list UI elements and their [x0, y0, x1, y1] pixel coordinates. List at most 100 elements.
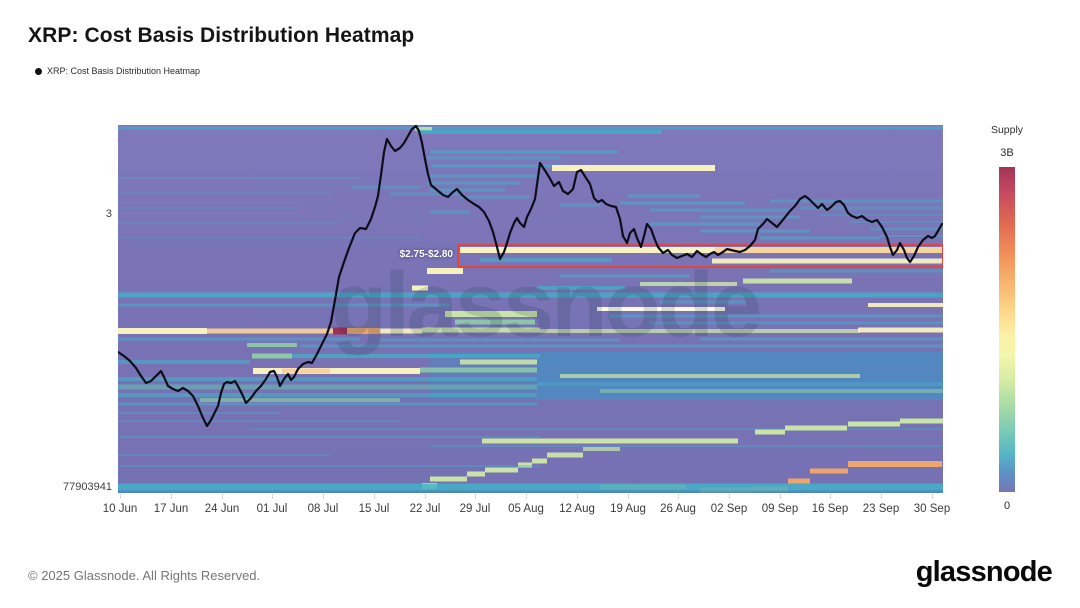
heatmap-band [118, 465, 540, 467]
colorbar-min-label: 0 [1003, 500, 1011, 512]
heatmap-band [250, 428, 943, 430]
heatmap-band [532, 458, 547, 464]
heatmap-band [422, 327, 540, 333]
heatmap-band [482, 438, 738, 444]
x-tick-mark [323, 494, 324, 499]
heatmap-band [118, 328, 207, 334]
heatmap-band [430, 352, 537, 400]
heatmap-band [850, 221, 943, 223]
heatmap-band [700, 229, 810, 233]
x-tick-mark [729, 494, 730, 499]
x-tick-label: 30 Sep [913, 503, 951, 515]
heatmap-band [455, 319, 535, 325]
heatmap-plot-canvas[interactable]: glassnode [118, 125, 943, 493]
heatmap-band [118, 436, 540, 438]
heatmap-band [743, 278, 852, 284]
heatmap-band [868, 303, 943, 307]
heatmap-band [430, 476, 467, 482]
x-tick-mark [932, 494, 933, 499]
heatmap-band [600, 389, 943, 393]
heatmap-band [518, 462, 532, 468]
heatmap-band [430, 150, 618, 154]
heatmap-band [118, 222, 340, 224]
heatmap-band [432, 164, 562, 168]
heatmap-band [900, 418, 943, 424]
x-tick-label: 16 Sep [811, 503, 849, 515]
x-tick-mark [171, 494, 172, 499]
heatmap-band [660, 300, 745, 304]
heatmap-band [415, 127, 432, 131]
heatmap-band [118, 177, 360, 179]
heatmap-band [610, 314, 943, 318]
heatmap-band [485, 467, 518, 473]
x-tick-label: 12 Aug [559, 503, 595, 515]
heatmap-band [118, 303, 450, 307]
x-tick-mark [374, 494, 375, 499]
heatmap-band [620, 201, 745, 205]
y-tick-label: 3 [105, 208, 112, 220]
heatmap-band [785, 425, 847, 431]
x-tick-label: 01 Jul [256, 503, 288, 515]
heatmap-band [292, 354, 540, 358]
x-tick-label: 10 Jun [102, 503, 138, 515]
heatmap-band [858, 327, 943, 333]
x-tick-label: 17 Jun [153, 503, 189, 515]
x-tick-label: 26 Aug [660, 503, 696, 515]
colorbar-max-label: 3B [1000, 147, 1014, 159]
x-tick-mark [526, 494, 527, 499]
heatmap-band [352, 185, 420, 189]
heatmap-band [650, 321, 943, 325]
x-tick-label: 19 Aug [610, 503, 646, 515]
heatmap-band [333, 327, 347, 335]
heatmap-band [118, 384, 537, 390]
heatmap-band [560, 203, 600, 207]
heatmap-band [118, 377, 537, 381]
legend-item[interactable]: XRP: Cost Basis Distribution Heatmap [35, 66, 200, 76]
heatmap-band [480, 258, 612, 262]
x-tick-label: 08 Jul [307, 503, 339, 515]
y-tick-label: 77903941 [63, 481, 112, 493]
x-tick-label: 15 Jul [358, 503, 390, 515]
x-tick-label: 02 Sep [710, 503, 748, 515]
x-tick-mark [830, 494, 831, 499]
heatmap-band [770, 269, 943, 273]
heatmap-band [118, 490, 943, 493]
heatmap-band [445, 311, 537, 317]
heatmap-band [380, 328, 422, 334]
heatmap-band [788, 478, 810, 484]
heatmap-band [118, 420, 400, 422]
price-range-highlight-box [457, 244, 943, 268]
heatmap-band [537, 382, 943, 386]
heatmap-band [300, 344, 943, 348]
heatmap-band [347, 328, 380, 334]
heatmap-band [537, 286, 625, 290]
heatmap-band [560, 274, 690, 278]
heatmap-band [427, 174, 540, 178]
x-tick-mark [222, 494, 223, 499]
heatmap-band [460, 247, 943, 253]
heatmap-band [118, 192, 330, 194]
heatmap-band [547, 452, 583, 458]
heatmap-band [700, 337, 943, 341]
heatmap-band [282, 368, 330, 374]
heatmap-band [810, 468, 848, 474]
x-tick-mark [425, 494, 426, 499]
heatmap-band [253, 368, 420, 374]
heatmap-band [118, 207, 300, 209]
heatmap-band [247, 343, 297, 347]
price-line [118, 125, 943, 428]
x-tick-mark [780, 494, 781, 499]
x-tick-label: 22 Jul [409, 503, 441, 515]
heatmap-band [467, 471, 485, 477]
heatmap-band [118, 337, 360, 341]
heatmap-band [430, 188, 505, 192]
heatmap-band [715, 247, 943, 253]
x-tick-label: 24 Jun [204, 503, 240, 515]
heatmap-band [460, 359, 537, 365]
legend-label: XRP: Cost Basis Distribution Heatmap [47, 66, 201, 76]
heatmap-band [252, 353, 292, 359]
heatmap-band [880, 235, 943, 237]
x-tick-mark [475, 494, 476, 499]
heatmap-band [427, 268, 463, 274]
heatmap-band [460, 195, 530, 199]
